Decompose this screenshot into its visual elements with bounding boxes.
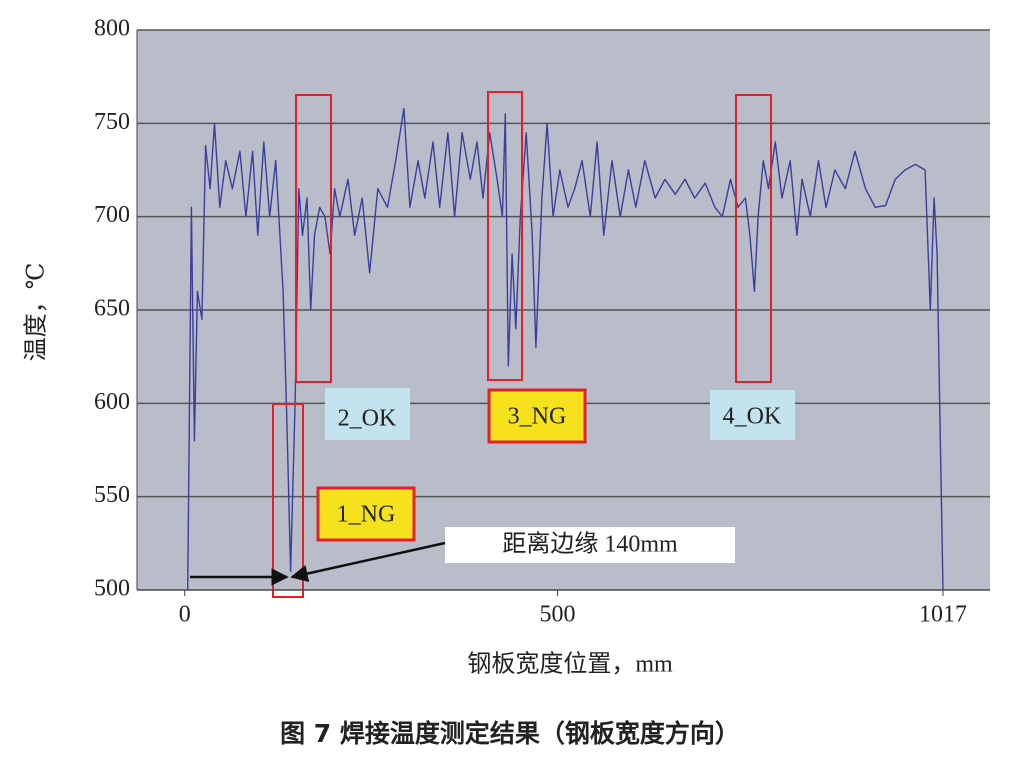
data-line bbox=[187, 107, 944, 591]
annotation: 3_NG bbox=[508, 404, 567, 430]
highlight-box bbox=[295, 94, 332, 383]
y-axis-label: 温度，℃ bbox=[23, 263, 50, 362]
annotation: 2_OK bbox=[338, 406, 397, 432]
label-box bbox=[325, 388, 410, 440]
x-tick-label: 1017 bbox=[919, 602, 967, 628]
y-tick-label: 600 bbox=[94, 389, 130, 415]
annotation: 距离边缘 140mm bbox=[502, 531, 678, 558]
highlight-box bbox=[735, 94, 772, 383]
label-box bbox=[487, 388, 587, 444]
caption: 图 7 焊接温度测定结果（钢板宽度方向） bbox=[280, 719, 740, 748]
y-tick-label: 750 bbox=[94, 109, 130, 135]
label-box bbox=[316, 486, 416, 542]
label-box bbox=[445, 527, 735, 563]
y-tick-label: 650 bbox=[94, 296, 130, 322]
annotation: 1_NG bbox=[337, 502, 396, 528]
x-tick-label: 500 bbox=[540, 602, 576, 628]
highlight-box bbox=[487, 91, 523, 381]
annotation: 4_OK bbox=[723, 404, 782, 430]
highlight-box bbox=[272, 403, 304, 598]
y-tick-label: 500 bbox=[94, 576, 130, 602]
arrow bbox=[290, 541, 446, 583]
x-axis-label: 钢板宽度位置，mm bbox=[467, 651, 673, 678]
x-tick-label: 0 bbox=[179, 602, 191, 628]
y-tick-label: 700 bbox=[94, 202, 130, 228]
y-tick-label: 550 bbox=[94, 482, 130, 508]
y-tick-label: 800 bbox=[94, 16, 130, 42]
label-box bbox=[710, 390, 795, 440]
